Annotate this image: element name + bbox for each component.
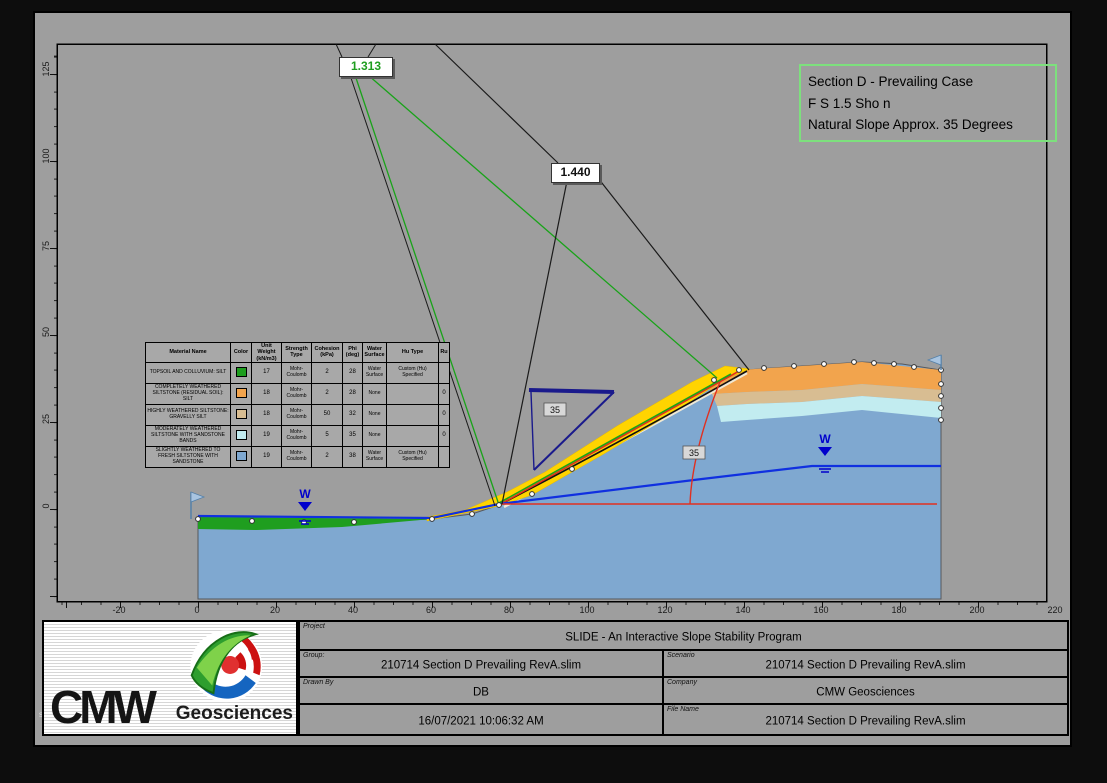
slope-cross-section: W W 35 35 (56, 43, 1048, 603)
col-water-surface: Water Surface (362, 342, 387, 363)
material-color-swatch (235, 366, 247, 377)
col-phi: Phi (deg) (342, 342, 363, 363)
cmw-globe-icon (190, 630, 263, 703)
x-tick-label: 140 (735, 605, 751, 615)
slip-surface-red (498, 369, 742, 506)
date-value: 16/07/2021 10:06:32 AM (418, 714, 544, 727)
col-material-name: Material Name (145, 342, 231, 363)
material-table: Material Name Color Unit Weight (kN/m3) … (145, 342, 450, 468)
title-line-1: Section D - Prevailing Case (808, 74, 974, 89)
arc-angle-label: 35 (689, 448, 699, 458)
x-tick-label: 20 (269, 605, 281, 615)
company-label: Company (667, 679, 697, 686)
project-label: Project (303, 623, 325, 630)
fs-label-secondary: 1.440 (551, 163, 600, 183)
group-value: 210714 Section D Prevailing RevA.slim (380, 658, 582, 671)
drawn-by-value: DB (473, 685, 489, 698)
file-name-label: File Name (667, 706, 699, 713)
col-unit-weight: Unit Weight (kN/m3) (251, 342, 282, 363)
x-tick-label: 220 (1047, 605, 1063, 615)
x-tick-label: 160 (813, 605, 829, 615)
x-tick-label: 120 (657, 605, 673, 615)
slip-surface-green (498, 373, 732, 504)
radius-line-black (434, 43, 559, 164)
footer-filename-cell: File Name 210714 Section D Prevailing Re… (662, 703, 1069, 736)
col-cohesion: Cohesion (kPa) (311, 342, 343, 363)
x-tick-label: -20 (112, 605, 126, 615)
material-color-swatch (235, 450, 247, 461)
water-symbol-right-label: W (819, 432, 831, 446)
report-page: SLIDEINTERPRET 6.009 -20 0 20 40 60 80 1… (33, 11, 1072, 747)
y-axis-major-ticks (50, 44, 57, 602)
company-value: CMW Geosciences (816, 685, 915, 698)
logo-geosciences-text: Geosciences (175, 703, 293, 724)
slip-surface-band (426, 365, 751, 522)
col-strength-type: Strength Type (281, 342, 312, 363)
material-color-swatch (235, 429, 247, 440)
layer-tan (712, 384, 941, 406)
triangle-angle-label: 35 (550, 405, 560, 415)
material-row: HIGHLY WEATHERED SILTSTONE: GRAVELLY SIL… (145, 403, 450, 426)
material-table-header-row: Material Name Color Unit Weight (kN/m3) … (145, 342, 450, 363)
col-hu-type: Hu Type (386, 342, 439, 363)
material-row: MODERATELY WEATHERED SILTSTONE WITH SAND… (145, 424, 450, 447)
col-color: Color (230, 342, 252, 363)
company-logo: CMW Geosciences (42, 620, 298, 736)
slip-surface-black (498, 370, 748, 506)
material-row: COMPLETELY WEATHERED SILTSTONE (RESIDUAL… (145, 382, 450, 405)
scenario-value: 210714 Section D Prevailing RevA.slim (765, 658, 966, 671)
material-color-swatch (235, 408, 247, 419)
scenario-label: Scenario (667, 652, 695, 659)
radius-line-black (597, 177, 750, 371)
x-axis-major-ticks (57, 602, 1047, 608)
footer-group-cell: Group: 210714 Section D Prevailing RevA.… (298, 649, 664, 678)
title-box: Section D - Prevailing Case F S 1.5 Sho … (799, 64, 1057, 142)
project-value: SLIDE - An Interactive Slope Stability P… (565, 630, 802, 643)
radius-line-black (367, 43, 377, 58)
group-label: Group: (303, 652, 325, 659)
footer-scenario-cell: Scenario 210714 Section D Prevailing Rev… (662, 649, 1069, 678)
water-symbol-left-label: W (299, 487, 311, 501)
x-tick-label: 60 (425, 605, 437, 615)
drawn-by-label: Drawn By (303, 679, 334, 686)
radius-line-black (349, 74, 496, 507)
col-ru: Ru (438, 342, 450, 363)
layer-green-wedge (198, 517, 432, 530)
water-symbol-right-icon: W (818, 432, 832, 473)
x-tick-label: 200 (969, 605, 985, 615)
x-tick-label: 0 (194, 605, 200, 615)
material-color-swatch (235, 387, 247, 398)
radius-line-black (501, 180, 568, 505)
arc-angle-label-box: 35 (682, 445, 706, 460)
file-name-value: 210714 Section D Prevailing RevA.slim (765, 714, 966, 727)
title-line-2: F S 1.5 Sho n (808, 95, 891, 111)
footer-date-cell: 16/07/2021 10:06:32 AM (298, 703, 664, 736)
radius-line-black (335, 43, 343, 58)
x-tick-label: 180 (891, 605, 907, 615)
material-row: TOPSOIL AND COLLUVIUM: SILT 17 Mohr-Coul… (145, 361, 450, 384)
water-symbol-left-icon: W (298, 487, 312, 525)
vertex-markers (195, 359, 944, 525)
slope-limit-flag-left (190, 491, 206, 519)
slope-angle-triangle: 35 (528, 388, 615, 471)
x-tick-label: 100 (579, 605, 595, 615)
fs-label-min: 1.313 (339, 57, 393, 77)
footer-company-cell: Company CMW Geosciences (662, 676, 1069, 705)
footer-drawnby-cell: Drawn By DB (298, 676, 664, 705)
material-row: SLIGHTLY WEATHERED TO FRESH SILTSTONE WI… (145, 445, 450, 468)
slope-limit-flag-right (926, 354, 942, 370)
x-tick-label: 40 (347, 605, 359, 615)
water-table-line (197, 464, 941, 520)
footer-project-cell: Project SLIDE - An Interactive Slope Sta… (298, 620, 1069, 651)
radius-line-green (367, 74, 718, 379)
title-line-3: Natural Slope Approx. 35 Degrees (808, 117, 1013, 133)
radius-line-green (354, 74, 500, 506)
x-tick-label: 80 (503, 605, 515, 615)
layer-cyan (717, 396, 941, 422)
logo-cmw-text: CMW (50, 681, 157, 733)
